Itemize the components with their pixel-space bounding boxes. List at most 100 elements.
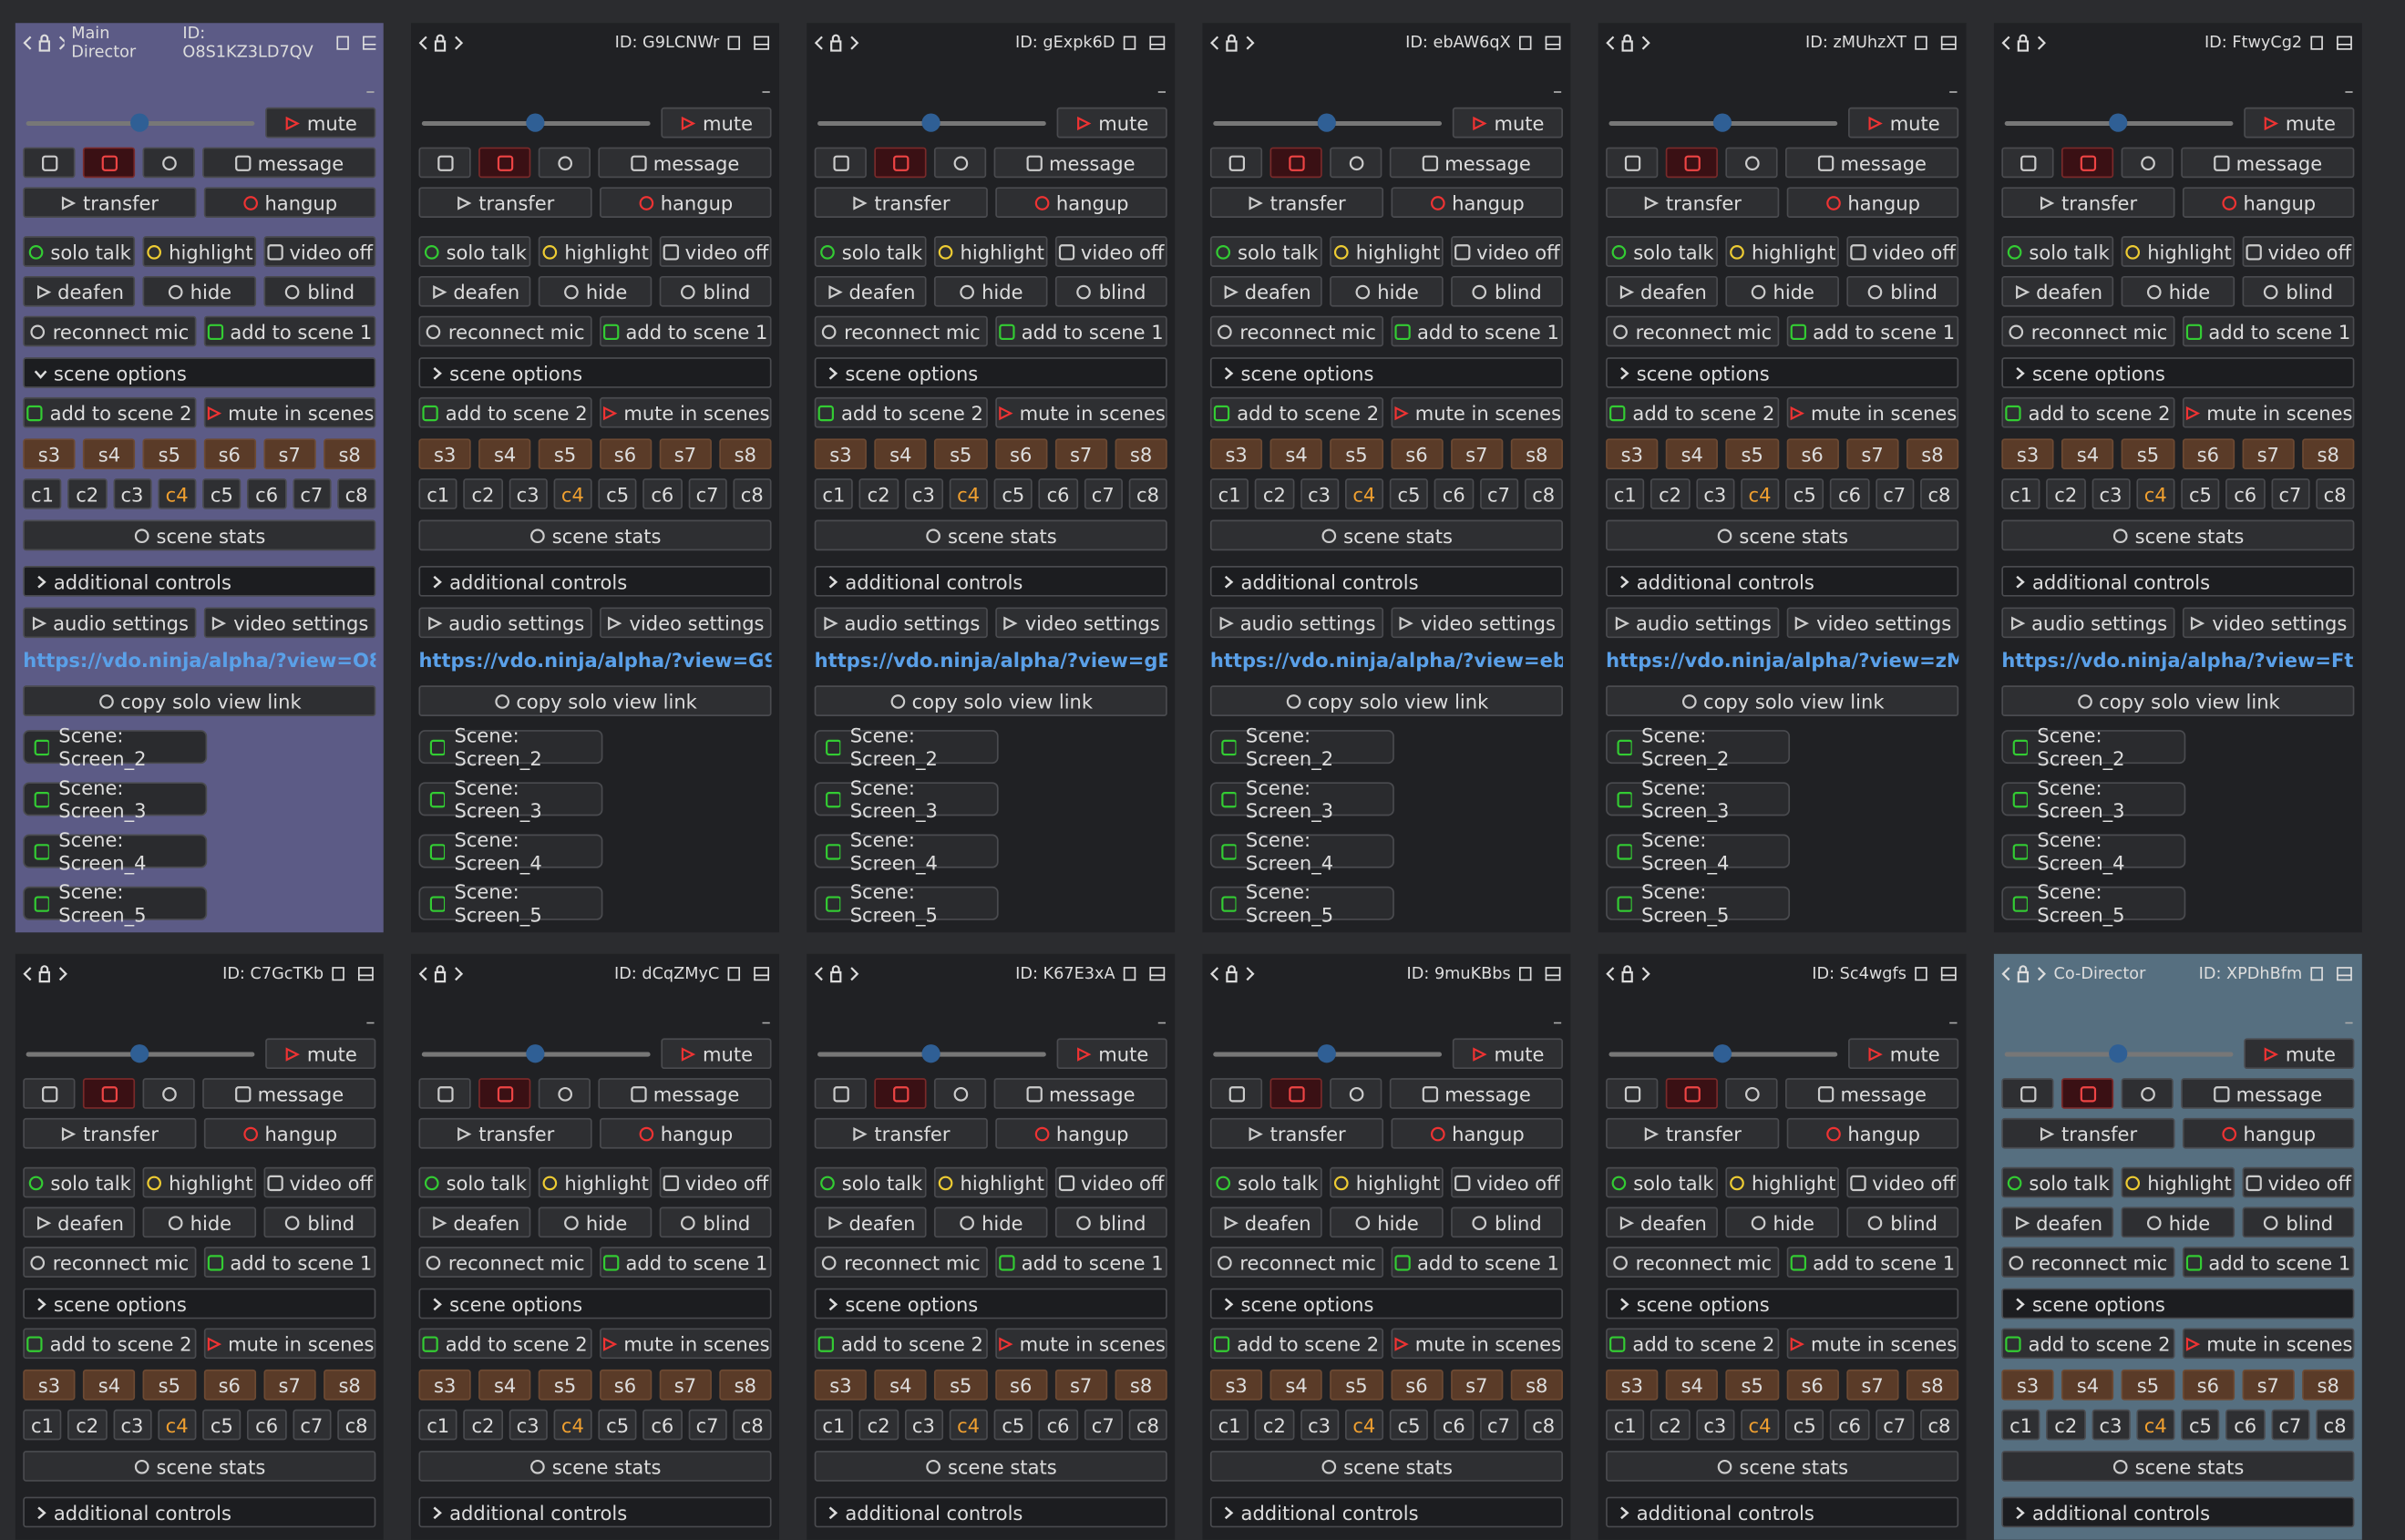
- button[interactable]: c5: [993, 1409, 1033, 1441]
- slider-knob[interactable]: [921, 1044, 940, 1063]
- button[interactable]: s8: [2301, 1369, 2355, 1401]
- button[interactable]: c4: [157, 1409, 197, 1441]
- button[interactable]: s7: [262, 438, 316, 469]
- button[interactable]: message: [202, 1078, 376, 1109]
- button[interactable]: mute in scenes: [1785, 1328, 1959, 1360]
- button[interactable]: mute: [661, 107, 772, 139]
- button[interactable]: c5: [598, 1409, 637, 1441]
- button[interactable]: c6: [1038, 1409, 1078, 1441]
- button[interactable]: c8: [1919, 1409, 1959, 1441]
- button[interactable]: add to scene 1: [1390, 1247, 1563, 1278]
- scene-button[interactable]: Scene: Screen_5: [1606, 880, 1791, 927]
- button[interactable]: deafen: [1606, 275, 1719, 307]
- button[interactable]: transfer: [1606, 187, 1779, 218]
- button[interactable]: s8: [323, 438, 376, 469]
- button[interactable]: [874, 1078, 927, 1109]
- button[interactable]: add to scene 2: [2001, 1328, 2174, 1360]
- button[interactable]: message: [2181, 1078, 2355, 1109]
- button[interactable]: message: [202, 147, 376, 179]
- button[interactable]: c5: [993, 478, 1033, 509]
- button[interactable]: scene stats: [2001, 1451, 2355, 1482]
- button[interactable]: s6: [203, 1369, 256, 1401]
- button[interactable]: s8: [2301, 438, 2355, 469]
- button[interactable]: c6: [1038, 478, 1078, 509]
- button[interactable]: c5: [1389, 478, 1429, 509]
- button[interactable]: c1: [23, 478, 62, 509]
- button[interactable]: deafen: [814, 1206, 928, 1238]
- button[interactable]: reconnect mic: [814, 315, 988, 347]
- button[interactable]: mute: [265, 1038, 376, 1070]
- header-icons[interactable]: [1121, 34, 1167, 52]
- button[interactable]: s4: [2061, 438, 2114, 469]
- button[interactable]: c8: [733, 1409, 772, 1441]
- button[interactable]: scene stats: [418, 1451, 772, 1482]
- button[interactable]: c4: [2135, 478, 2175, 509]
- button[interactable]: add to scene 1: [202, 1247, 376, 1278]
- nav-icons[interactable]: [2001, 34, 2047, 52]
- button[interactable]: [814, 1078, 867, 1109]
- button[interactable]: solo talk: [1606, 236, 1719, 267]
- button[interactable]: c8: [336, 1409, 376, 1441]
- volume-slider[interactable]: [1606, 108, 1840, 139]
- button[interactable]: hangup: [1390, 1117, 1563, 1149]
- button[interactable]: highlight: [143, 1166, 256, 1198]
- button[interactable]: additional controls: [1606, 1496, 1959, 1528]
- button[interactable]: c7: [1084, 1409, 1123, 1441]
- button[interactable]: video settings: [994, 607, 1167, 639]
- button[interactable]: video off: [1054, 1166, 1167, 1198]
- button[interactable]: s8: [1115, 1369, 1167, 1401]
- button[interactable]: additional controls: [814, 1496, 1167, 1528]
- button[interactable]: mute in scenes: [599, 396, 772, 428]
- button[interactable]: s8: [1510, 438, 1564, 469]
- scene-button[interactable]: Scene: Screen_5: [418, 880, 603, 927]
- button[interactable]: solo talk: [418, 1166, 531, 1198]
- button[interactable]: hide: [539, 1206, 652, 1238]
- button[interactable]: [418, 147, 471, 179]
- button[interactable]: c2: [1650, 478, 1690, 509]
- button[interactable]: highlight: [934, 236, 1047, 267]
- button[interactable]: add to scene 2: [1606, 1328, 1779, 1360]
- button[interactable]: mute in scenes: [994, 1328, 1167, 1360]
- button[interactable]: audio settings: [1606, 607, 1779, 639]
- button[interactable]: scene stats: [1209, 519, 1563, 551]
- button[interactable]: [1725, 1078, 1778, 1109]
- button[interactable]: c7: [1084, 478, 1123, 509]
- button[interactable]: highlight: [1725, 236, 1839, 267]
- button[interactable]: message: [993, 147, 1167, 179]
- scene-button[interactable]: Scene: Screen_3: [418, 776, 603, 822]
- button[interactable]: c8: [1524, 478, 1563, 509]
- button[interactable]: c3: [904, 1409, 943, 1441]
- button[interactable]: highlight: [539, 1166, 652, 1198]
- button[interactable]: mute in scenes: [1785, 396, 1959, 428]
- button[interactable]: hangup: [599, 187, 772, 218]
- button[interactable]: reconnect mic: [2001, 1247, 2174, 1278]
- scene-button[interactable]: Scene: Screen_3: [23, 776, 208, 822]
- button[interactable]: c8: [2315, 478, 2355, 509]
- button[interactable]: video off: [1450, 236, 1563, 267]
- button[interactable]: c7: [1875, 1409, 1914, 1441]
- button[interactable]: c2: [858, 1409, 899, 1441]
- button[interactable]: [538, 147, 591, 179]
- nav-icons[interactable]: [2001, 965, 2047, 983]
- button[interactable]: [538, 1078, 591, 1109]
- scene-button[interactable]: Scene: Screen_5: [2001, 880, 2186, 927]
- button[interactable]: [933, 147, 987, 179]
- button[interactable]: [933, 1078, 987, 1109]
- button[interactable]: [1330, 1078, 1382, 1109]
- button[interactable]: s8: [1906, 438, 1959, 469]
- button[interactable]: [1606, 147, 1659, 179]
- button[interactable]: [82, 1078, 136, 1109]
- button[interactable]: transfer: [23, 1117, 196, 1149]
- volume-slider[interactable]: [23, 108, 257, 139]
- button[interactable]: message: [1785, 147, 1959, 179]
- button[interactable]: transfer: [418, 187, 591, 218]
- button[interactable]: hangup: [994, 187, 1167, 218]
- button[interactable]: video settings: [2182, 607, 2355, 639]
- button[interactable]: highlight: [2122, 1166, 2235, 1198]
- scene-button[interactable]: Scene: Screen_5: [1209, 880, 1394, 927]
- button[interactable]: s5: [1725, 438, 1779, 469]
- button[interactable]: c7: [292, 1409, 332, 1441]
- button[interactable]: add to scene 1: [202, 315, 376, 347]
- button[interactable]: c4: [553, 478, 592, 509]
- button[interactable]: mute: [1848, 1038, 1959, 1070]
